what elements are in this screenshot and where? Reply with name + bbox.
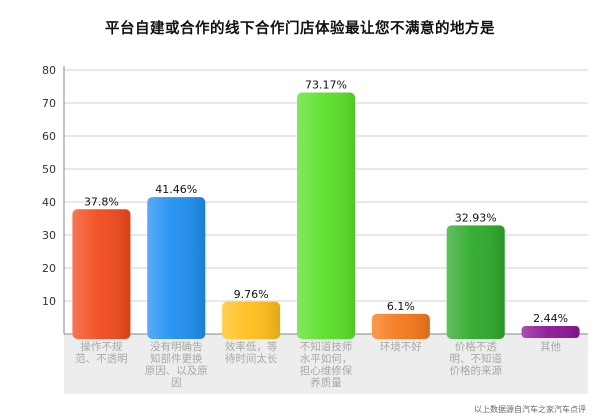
x-category-label-line: 效率低，等 bbox=[225, 340, 278, 353]
y-tick-label: 80 bbox=[42, 64, 56, 77]
y-tick-label: 30 bbox=[42, 229, 56, 242]
y-tick-label: 10 bbox=[42, 295, 56, 308]
bar-value-label: 73.17% bbox=[305, 79, 347, 92]
bar-shading bbox=[521, 325, 580, 339]
bar-shading bbox=[222, 301, 281, 339]
x-category-label-line: 价格的来源 bbox=[449, 364, 502, 377]
bar-value-label: 9.76% bbox=[234, 288, 269, 301]
bar-value-label: 6.1% bbox=[387, 300, 415, 313]
chart-title: 平台自建或合作的线下合作门店体验最让您不满意的地方是 bbox=[105, 21, 495, 37]
x-category-label-line: 不知道技师 bbox=[300, 340, 353, 353]
y-tick-label: 40 bbox=[42, 196, 56, 209]
category-panel bbox=[64, 334, 588, 394]
bar-value-label: 37.8% bbox=[84, 195, 119, 208]
x-category-label-line: 待时间太长 bbox=[225, 352, 278, 365]
bar-value-label: 41.46% bbox=[155, 183, 197, 196]
bar-shading bbox=[297, 92, 355, 339]
y-tick-label: 50 bbox=[42, 163, 56, 176]
source-note: 以上数据源自汽车之家汽车点评 bbox=[474, 405, 586, 414]
bar-shading bbox=[72, 209, 131, 339]
x-category-label-line: 其他 bbox=[540, 340, 561, 353]
x-category-label: 环境不好 bbox=[380, 340, 422, 353]
x-category-label-line: 担心维修保 bbox=[300, 364, 353, 377]
x-category-label: 不知道技师水平如何，担心维修保养质量 bbox=[300, 340, 353, 389]
x-category-label: 效率低，等待时间太长 bbox=[225, 340, 278, 365]
x-category-label: 其他 bbox=[540, 340, 561, 353]
y-tick-label: 70 bbox=[42, 97, 56, 110]
x-category-label: 价格不透明、不知道价格的来源 bbox=[449, 340, 502, 377]
x-category-label-line: 明、不知道 bbox=[449, 352, 502, 365]
x-category-label-line: 因 bbox=[171, 377, 182, 389]
x-category-label-line: 没有明确告 bbox=[150, 340, 203, 353]
x-category-label-line: 环境不好 bbox=[380, 340, 422, 353]
bar-shading bbox=[446, 225, 505, 339]
x-category-label-line: 原因、以及原 bbox=[145, 365, 208, 377]
y-tick-label: 60 bbox=[42, 130, 56, 143]
bar-value-label: 32.93% bbox=[455, 211, 497, 224]
x-category-label-line: 价格不透 bbox=[455, 340, 497, 353]
y-tick-label: 20 bbox=[42, 262, 56, 275]
x-category-label-line: 操作不规 bbox=[80, 340, 122, 353]
bar-shading bbox=[371, 313, 430, 339]
bar-value-label: 2.44% bbox=[533, 312, 568, 325]
x-category-label: 没有明确告知部件更换原因、以及原因 bbox=[145, 340, 208, 389]
x-category-label-line: 范、不透明 bbox=[75, 352, 128, 365]
x-category-label-line: 知部件更换 bbox=[150, 352, 203, 365]
x-category-label: 操作不规范、不透明 bbox=[75, 340, 128, 365]
bar-shading bbox=[147, 197, 206, 339]
x-category-label-line: 养质量 bbox=[310, 376, 342, 389]
x-category-label-line: 水平如何， bbox=[300, 352, 353, 365]
